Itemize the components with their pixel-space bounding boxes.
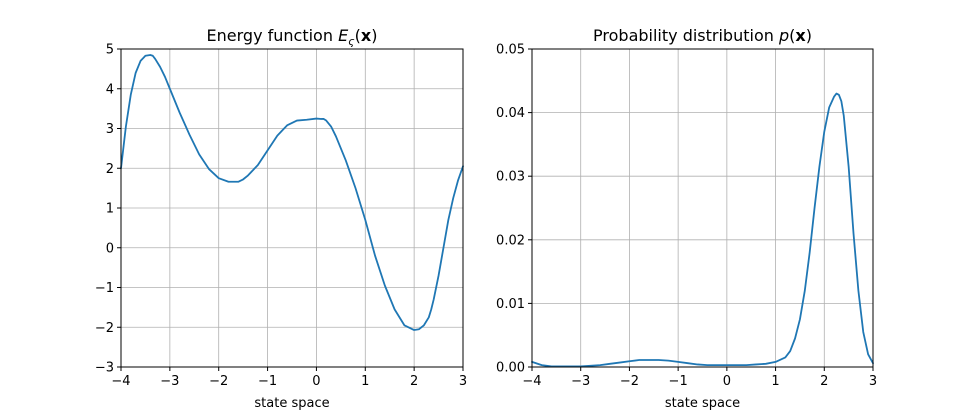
x-tick-label: −1	[258, 374, 277, 389]
x-tick-label: −4	[111, 374, 130, 389]
y-tick-label: 2	[106, 162, 114, 177]
x-tick-label: 2	[410, 374, 418, 389]
probability-distribution-panel: −4 −3 −2 −1 0 1 2 3 0.00 0.01 0.02 0.03 0.04 0.05 stat…	[496, 26, 877, 411]
x-axis-label: state space	[665, 396, 740, 411]
x-tick-label: 3	[459, 374, 467, 389]
y-tick-label: 0.00	[496, 361, 525, 376]
x-tick-label: 1	[771, 374, 779, 389]
x-tick-label: −2	[620, 374, 639, 389]
y-tick-label: 0.03	[496, 170, 525, 185]
x-tick-label: −1	[669, 374, 688, 389]
y-tick-label: 1	[106, 202, 114, 217]
series-line	[531, 92, 874, 368]
y-tick-label: −2	[95, 321, 114, 336]
y-tick-label: 0.04	[496, 106, 525, 121]
x-tick-label: −3	[160, 374, 179, 389]
y-tick-label: 0.02	[496, 233, 525, 248]
series-line	[120, 54, 464, 331]
axes-frame	[531, 48, 874, 368]
chart-title: Probability distribution p(x)	[593, 26, 812, 45]
y-tick-label: −1	[95, 281, 114, 296]
x-tick-label: −2	[209, 374, 228, 389]
y-tick-label: 4	[106, 82, 114, 97]
y-tick-label: 0.05	[496, 43, 525, 58]
x-axis-label: state space	[254, 396, 329, 411]
x-tick-label: −3	[571, 374, 590, 389]
x-tick-label: 2	[820, 374, 828, 389]
x-tick-label: 0	[723, 374, 731, 389]
chart-title: Energy function Eς(x)	[207, 26, 378, 48]
x-tick-label: 1	[361, 374, 369, 389]
y-tick-label: 5	[106, 43, 114, 58]
x-tick-label: −4	[522, 374, 541, 389]
x-tick-label: 3	[869, 374, 877, 389]
y-tick-label: 3	[106, 122, 114, 137]
y-tick-label: 0.01	[496, 297, 525, 312]
y-tick-label: 0	[106, 241, 114, 256]
y-tick-label: −3	[95, 361, 114, 376]
x-tick-label: 0	[312, 374, 320, 389]
